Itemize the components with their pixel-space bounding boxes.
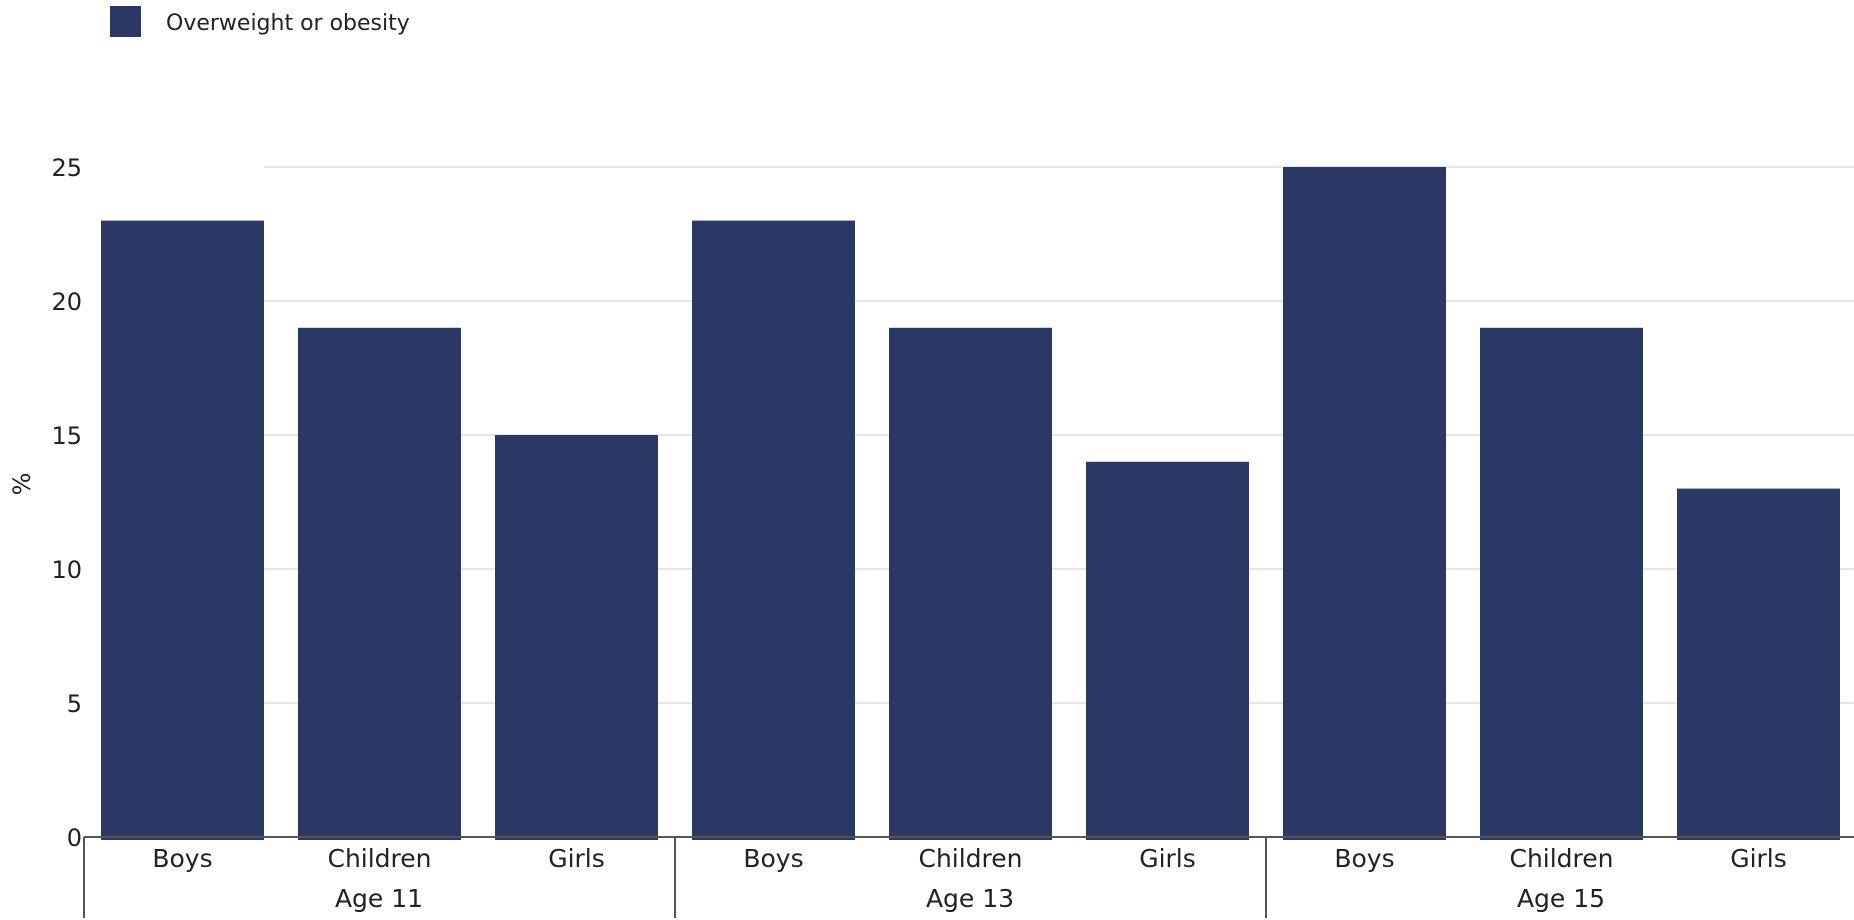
- x-tick-label: Children: [918, 844, 1022, 873]
- y-tick-label: 25: [51, 154, 82, 182]
- bar: [692, 220, 855, 841]
- legend-label: Overweight or obesity: [166, 11, 410, 36]
- bar: [495, 435, 658, 840]
- legend-swatch: [110, 6, 141, 37]
- y-axis: 0 5 10 15 20 25: [51, 154, 82, 852]
- x-axis: Boys Children Girls Age 11 Boys Children Girls…: [83, 837, 1787, 918]
- x-group-label: Age 13: [926, 884, 1014, 913]
- bar: [1086, 461, 1249, 840]
- y-axis-label: %: [8, 473, 36, 496]
- x-tick-label: Girls: [1139, 844, 1196, 873]
- bar: [298, 327, 461, 840]
- y-tick-label: 15: [51, 422, 82, 450]
- bar: [1283, 167, 1446, 840]
- x-tick-label: Girls: [1730, 844, 1787, 873]
- legend: Overweight or obesity: [110, 6, 410, 37]
- x-tick-label: Boys: [152, 844, 212, 873]
- bar: [101, 220, 264, 841]
- x-tick-label: Boys: [743, 844, 803, 873]
- bar: [1677, 488, 1840, 840]
- x-tick-label: Children: [327, 844, 431, 873]
- bar: [889, 327, 1052, 840]
- y-tick-label: 10: [51, 556, 82, 584]
- bars: [101, 167, 1840, 841]
- y-tick-label: 20: [51, 288, 82, 316]
- x-tick-label: Girls: [548, 844, 605, 873]
- x-tick-label: Boys: [1334, 844, 1394, 873]
- x-tick-label: Children: [1509, 844, 1613, 873]
- x-group-label: Age 15: [1517, 884, 1605, 913]
- y-tick-label: 0: [67, 824, 82, 852]
- bar: [1480, 327, 1643, 840]
- x-group-label: Age 11: [335, 884, 423, 913]
- y-tick-label: 5: [67, 690, 82, 718]
